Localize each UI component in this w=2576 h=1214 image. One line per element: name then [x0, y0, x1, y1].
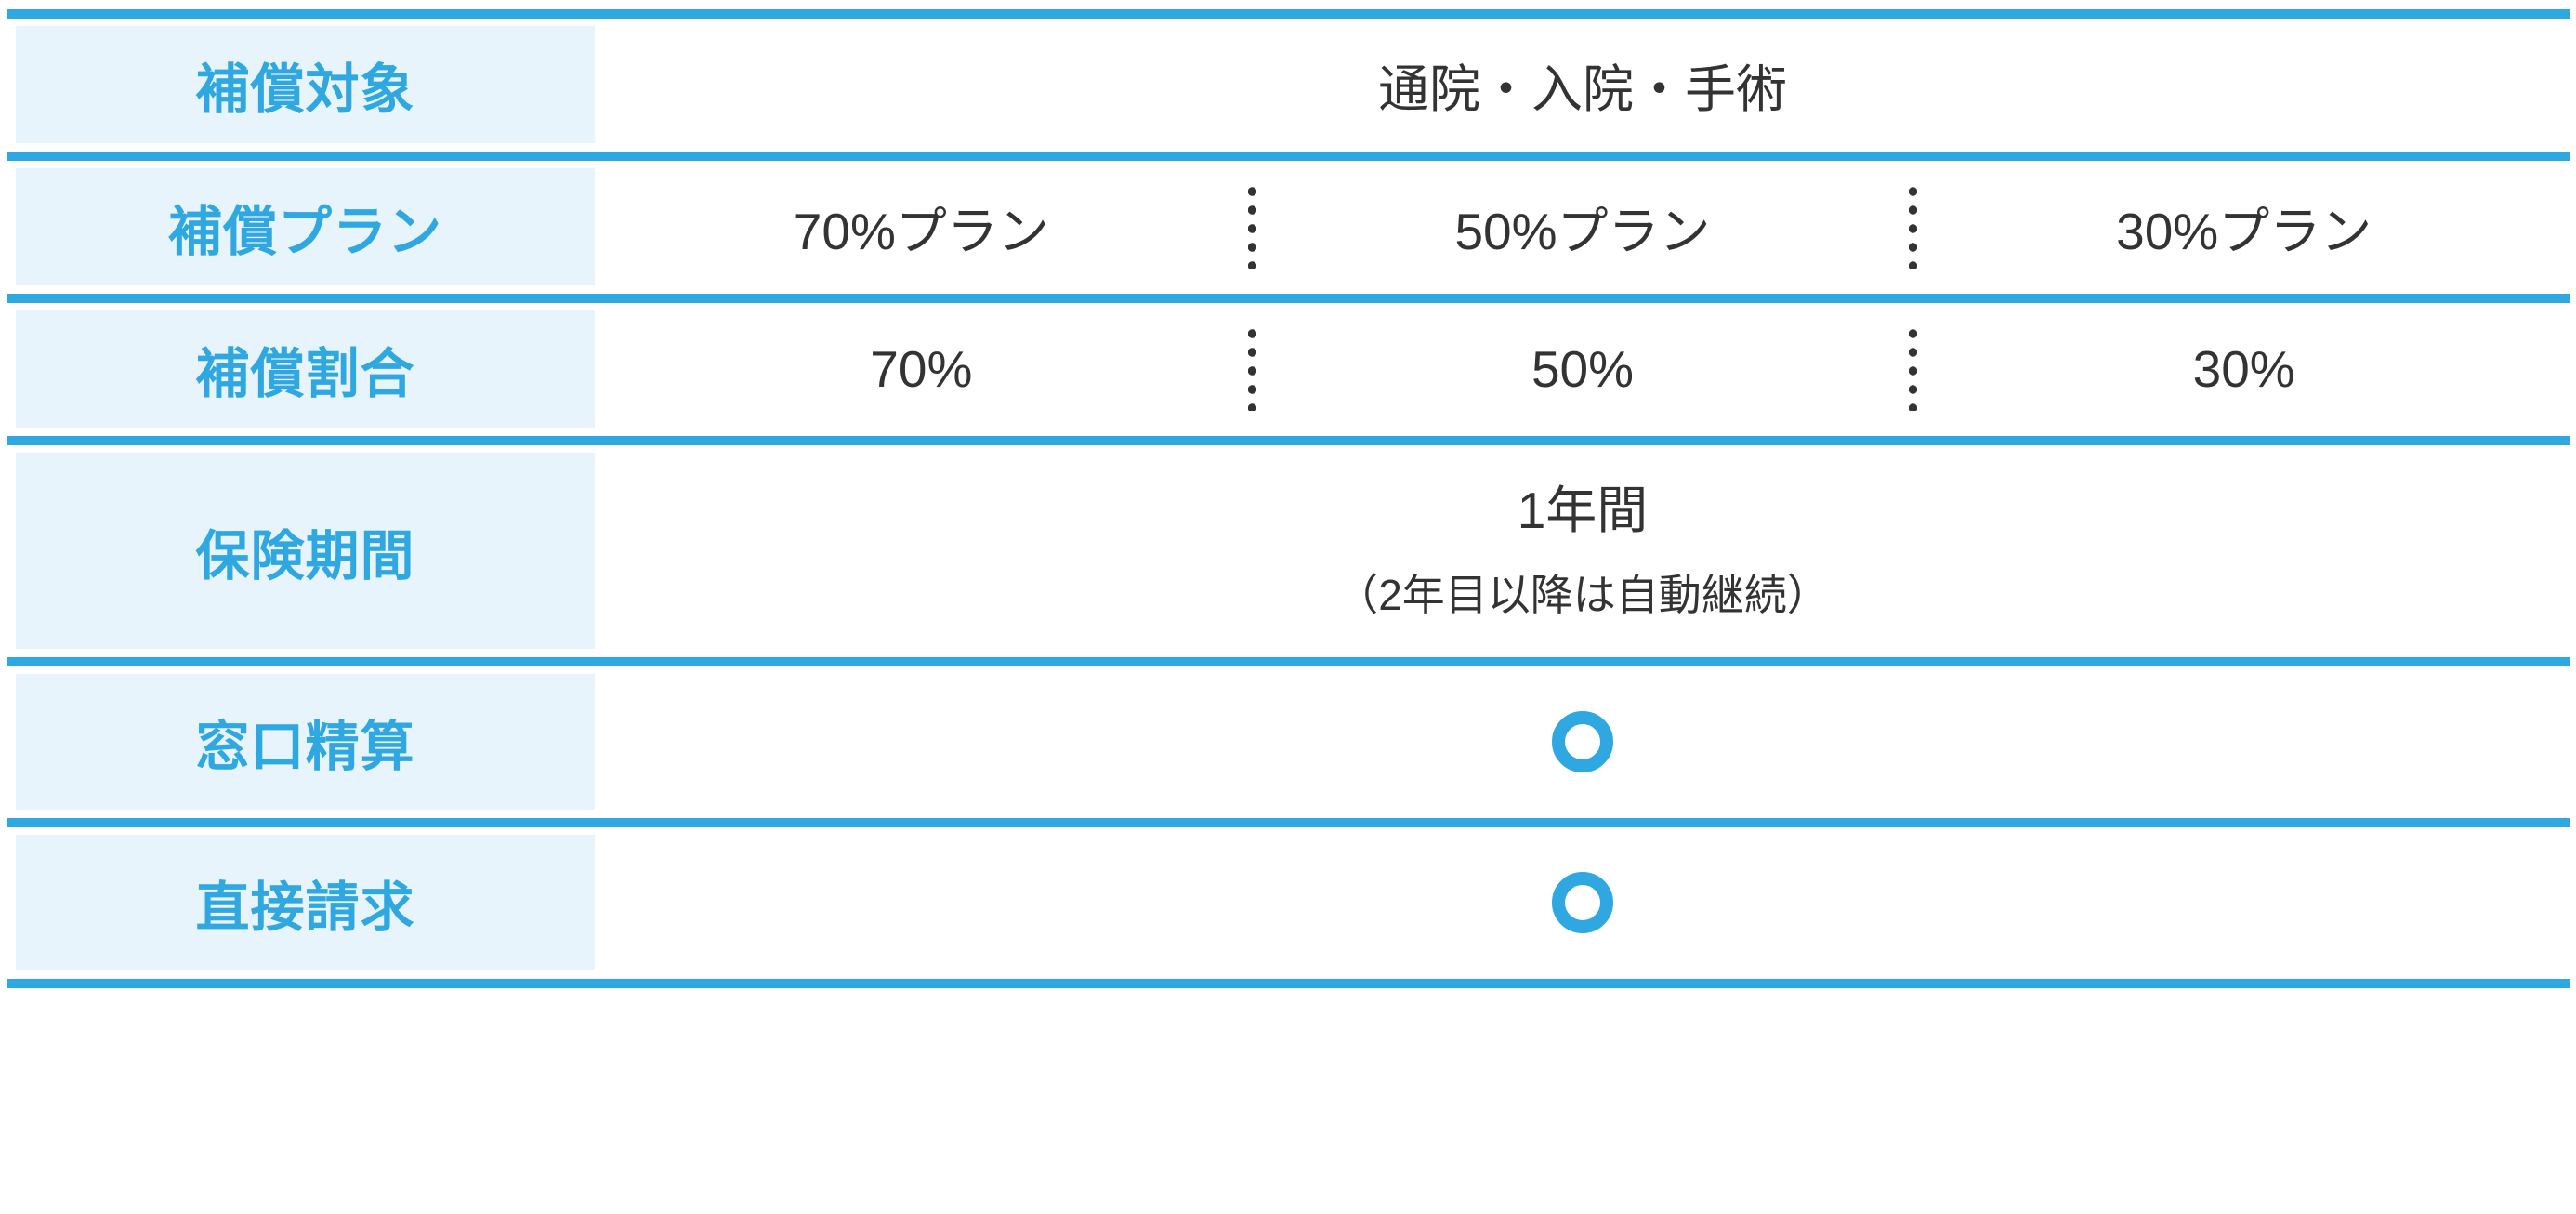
table-row-period: 保険期間 1年間 （2年目以降は自動継続）	[7, 445, 2570, 657]
dotted-column-separator	[1909, 185, 1918, 269]
table-row-ratio: 補償割合 70% 50% 30%	[7, 303, 2570, 436]
divider-line	[7, 979, 2570, 988]
divider-line	[7, 436, 2570, 445]
row-label-direct-claim: 直接請求	[16, 835, 595, 970]
row-label-coverage-target: 補償対象	[16, 26, 595, 143]
row-label-plan: 補償プラン	[16, 168, 595, 285]
divider-line	[7, 657, 2570, 666]
ratio-30-value: 30%	[2192, 340, 2295, 398]
coverage-target-value: 通院・入院・手術	[1377, 60, 1787, 118]
plan-70-value: 70%プラン	[793, 203, 1049, 260]
row-label-ratio: 補償割合	[16, 310, 595, 428]
divider-line	[7, 294, 2570, 303]
divider-line	[7, 9, 2570, 19]
divider-line	[7, 818, 2570, 827]
circle-mark	[1552, 872, 1613, 933]
period-value: 1年間 （2年目以降は自動継続）	[595, 453, 2570, 649]
plan-50-value: 50%プラン	[1454, 203, 1711, 260]
table-row-counter-settlement: 窓口精算	[7, 666, 2570, 818]
insurance-plan-table: 補償対象 通院・入院・手術 補償プラン 70%プラン 50%プラン 30%プラン…	[7, 9, 2570, 988]
direct-claim-value	[595, 835, 2570, 970]
row-label-period: 保険期間	[16, 453, 595, 649]
plan-30-value: 30%プラン	[2116, 203, 2372, 260]
dotted-column-separator	[1909, 327, 1918, 411]
table-row-direct-claim: 直接請求	[7, 827, 2570, 979]
divider-line	[7, 152, 2570, 161]
row-label-counter-settlement: 窓口精算	[16, 674, 595, 810]
ratio-50-value: 50%	[1531, 340, 1635, 398]
circle-mark	[1552, 711, 1613, 772]
table-row-plan: 補償プラン 70%プラン 50%プラン 30%プラン	[7, 161, 2570, 294]
period-main-text: 1年間	[1517, 482, 1649, 539]
period-note-text: （2年目以降は自動継続）	[1335, 571, 1830, 619]
ratio-70-value: 70%	[870, 340, 973, 398]
dotted-column-separator	[1247, 185, 1256, 269]
counter-settlement-value	[595, 674, 2570, 810]
dotted-column-separator	[1247, 327, 1256, 411]
table-row-coverage-target: 補償対象 通院・入院・手術	[7, 19, 2570, 152]
